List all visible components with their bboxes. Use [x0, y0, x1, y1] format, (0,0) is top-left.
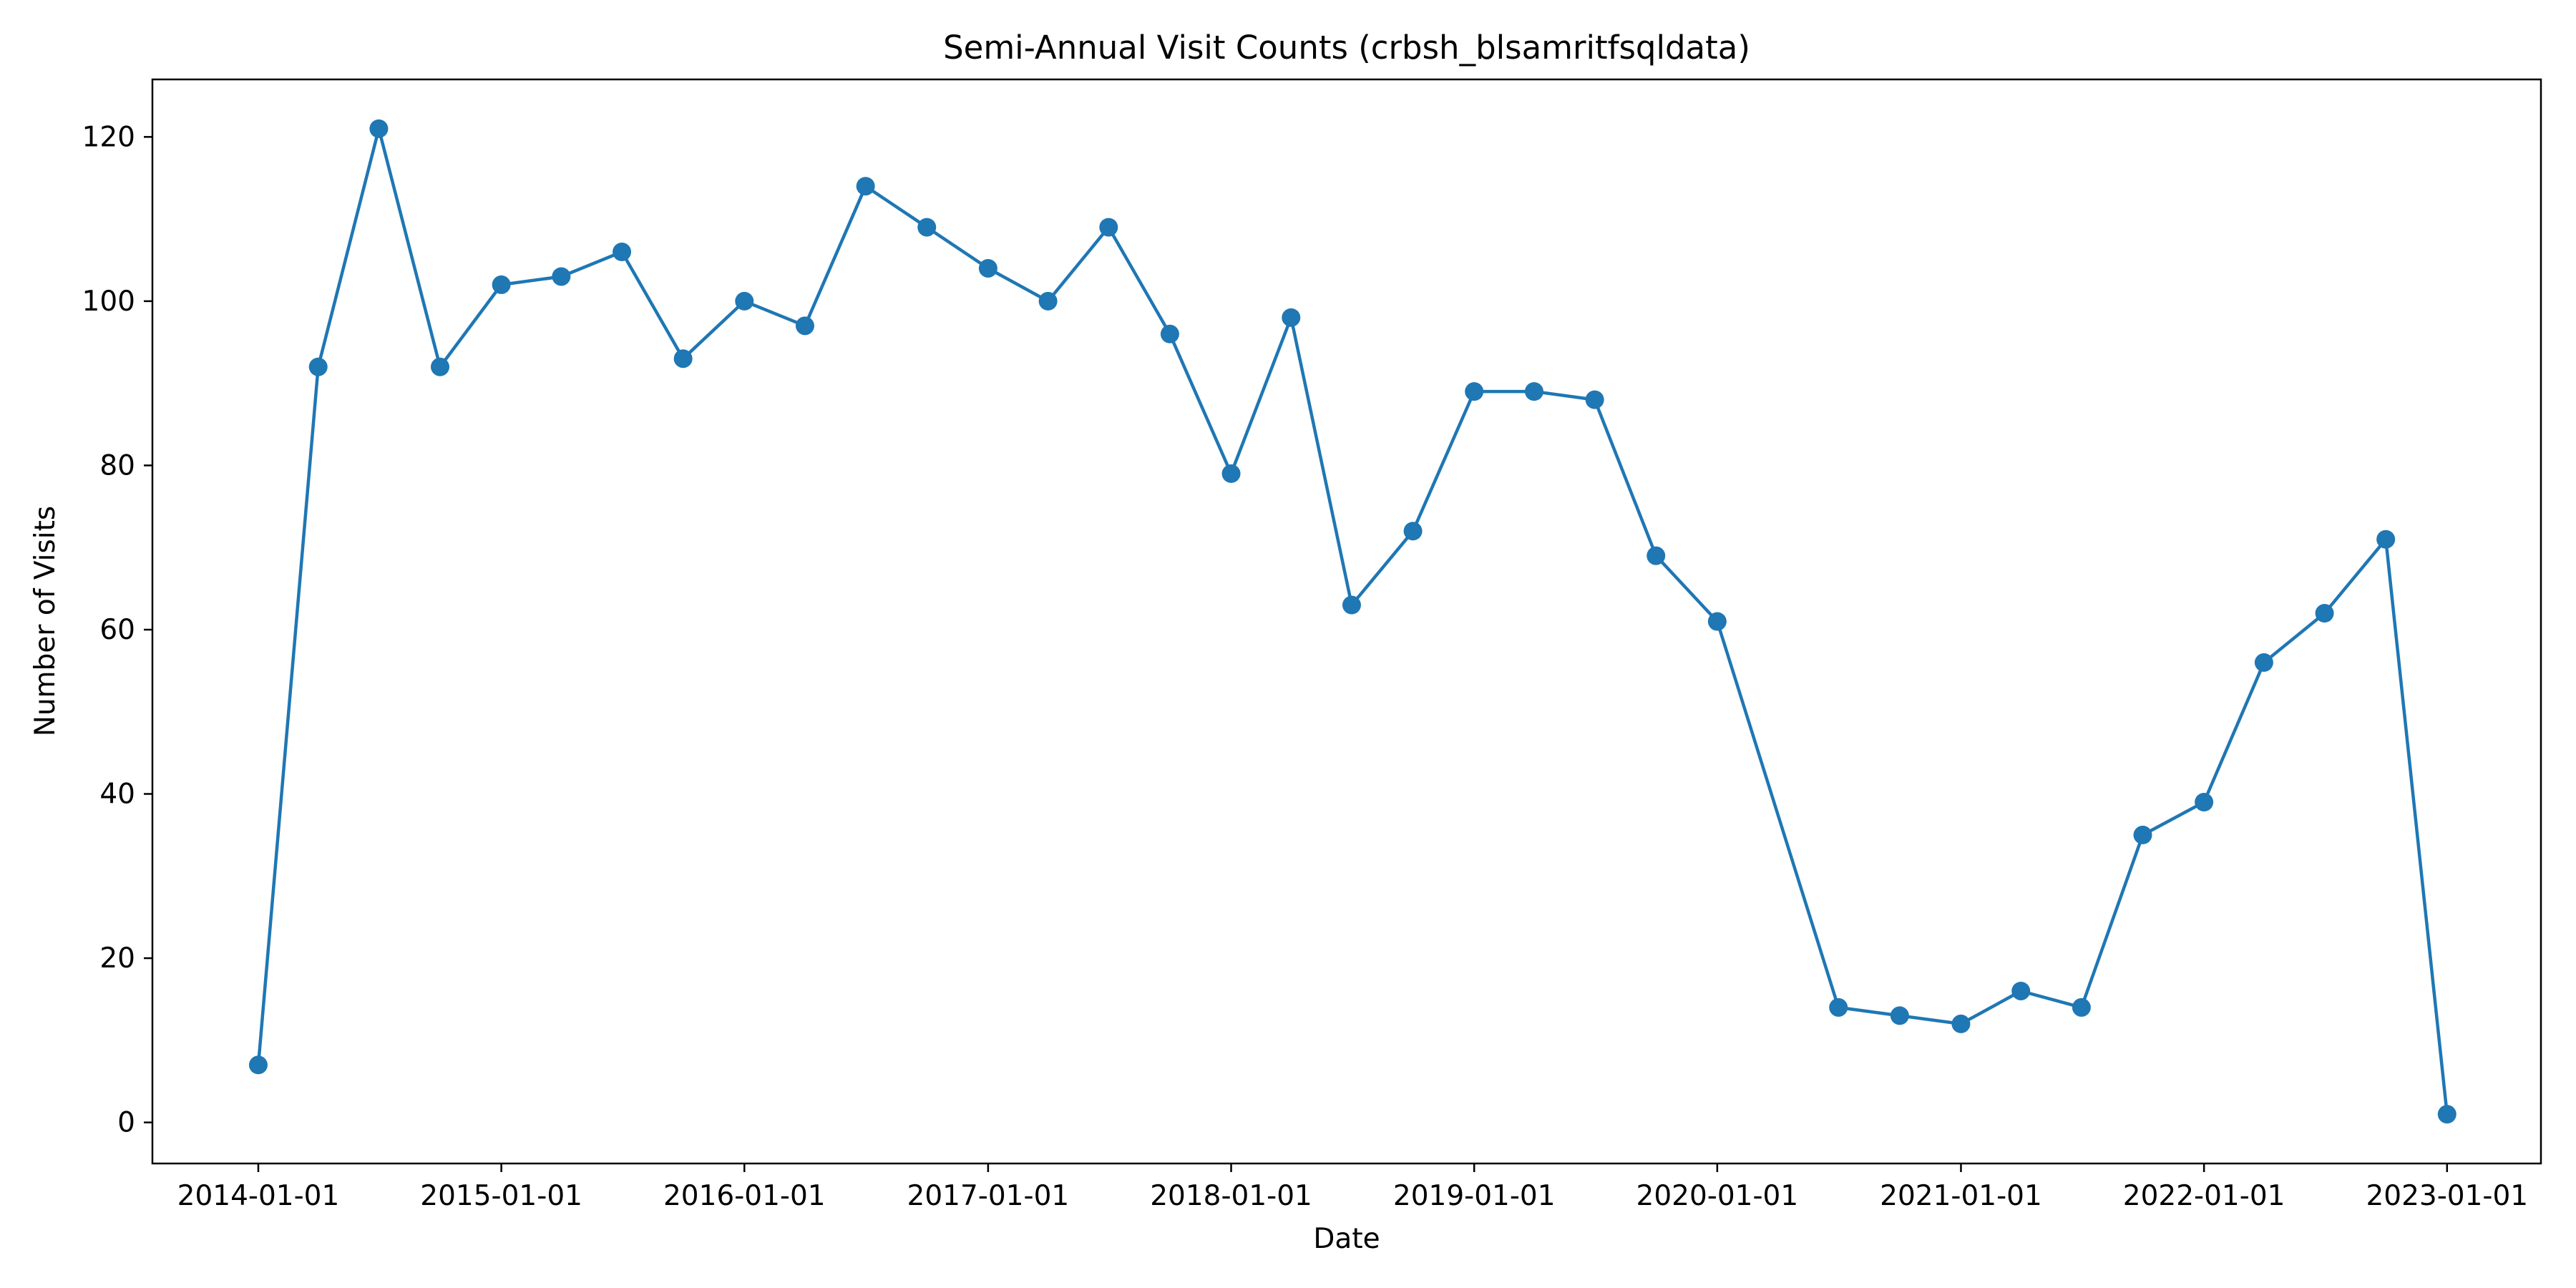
data-point — [552, 267, 571, 286]
data-point — [673, 349, 693, 369]
x-tick-label: 2015-01-01 — [420, 1180, 582, 1212]
series-layer — [248, 119, 2457, 1124]
data-point — [1403, 522, 1423, 541]
data-point — [1282, 308, 1301, 327]
data-point — [735, 291, 754, 311]
data-point — [1951, 1014, 1971, 1033]
data-point — [1038, 291, 1058, 311]
x-tick-label: 2022-01-01 — [2123, 1180, 2285, 1212]
data-point — [369, 119, 389, 138]
data-point — [795, 316, 814, 336]
data-point — [2195, 793, 2214, 811]
data-point — [2376, 530, 2396, 549]
data-point — [613, 243, 632, 262]
chart-title: Semi-Annual Visit Counts (crbsh_blsamrit… — [943, 29, 1750, 67]
x-tick-label: 2016-01-01 — [663, 1180, 826, 1212]
data-point — [2011, 981, 2031, 1000]
data-point — [1524, 382, 1543, 401]
data-point — [248, 1055, 268, 1075]
y-tick-label: 60 — [99, 614, 135, 646]
x-tick-label: 2019-01-01 — [1393, 1180, 1556, 1212]
x-tick-label: 2018-01-01 — [1150, 1180, 1312, 1212]
x-axis-label: Date — [1313, 1223, 1380, 1255]
series-line — [256, 127, 2449, 1115]
data-point — [1585, 390, 1604, 409]
data-point — [492, 275, 511, 294]
data-point — [2254, 653, 2273, 672]
data-point — [1646, 546, 1666, 565]
data-point — [1342, 595, 1361, 615]
data-point — [856, 177, 875, 196]
y-tick-label: 20 — [99, 942, 135, 975]
y-tick-label: 40 — [99, 779, 135, 811]
data-point — [917, 218, 937, 237]
y-tick-label: 120 — [82, 121, 135, 153]
data-point — [1160, 324, 1179, 343]
data-point — [2437, 1105, 2457, 1124]
data-point — [2133, 825, 2152, 844]
data-point — [431, 357, 450, 376]
data-point — [1465, 382, 1484, 401]
data-point — [1221, 464, 1241, 483]
x-tick-label: 2020-01-01 — [1636, 1180, 1799, 1212]
data-point — [308, 357, 328, 376]
data-point — [1099, 218, 1118, 237]
data-point — [1829, 997, 1848, 1017]
data-point — [978, 258, 997, 278]
x-axis-ticks: 2014-01-01 2015-01-01 2016-01-01 2017-01-01… — [177, 1163, 2528, 1212]
y-axis-ticks: 0 20 40 60 80 100 120 — [82, 121, 152, 1139]
data-point — [2072, 997, 2091, 1017]
y-axis-label: Number of Visits — [29, 506, 62, 736]
data-point — [2315, 604, 2334, 623]
x-tick-label: 2021-01-01 — [1880, 1180, 2042, 1212]
y-tick-label: 100 — [82, 286, 135, 318]
x-tick-label: 2023-01-01 — [2366, 1180, 2528, 1212]
data-point — [1707, 612, 1727, 631]
plot-area-frame — [151, 78, 2542, 1165]
x-tick-label: 2017-01-01 — [907, 1180, 1070, 1212]
y-tick-label: 0 — [117, 1107, 135, 1139]
y-tick-label: 80 — [99, 449, 135, 482]
x-tick-label: 2014-01-01 — [177, 1180, 340, 1212]
data-point — [1890, 1006, 1909, 1025]
